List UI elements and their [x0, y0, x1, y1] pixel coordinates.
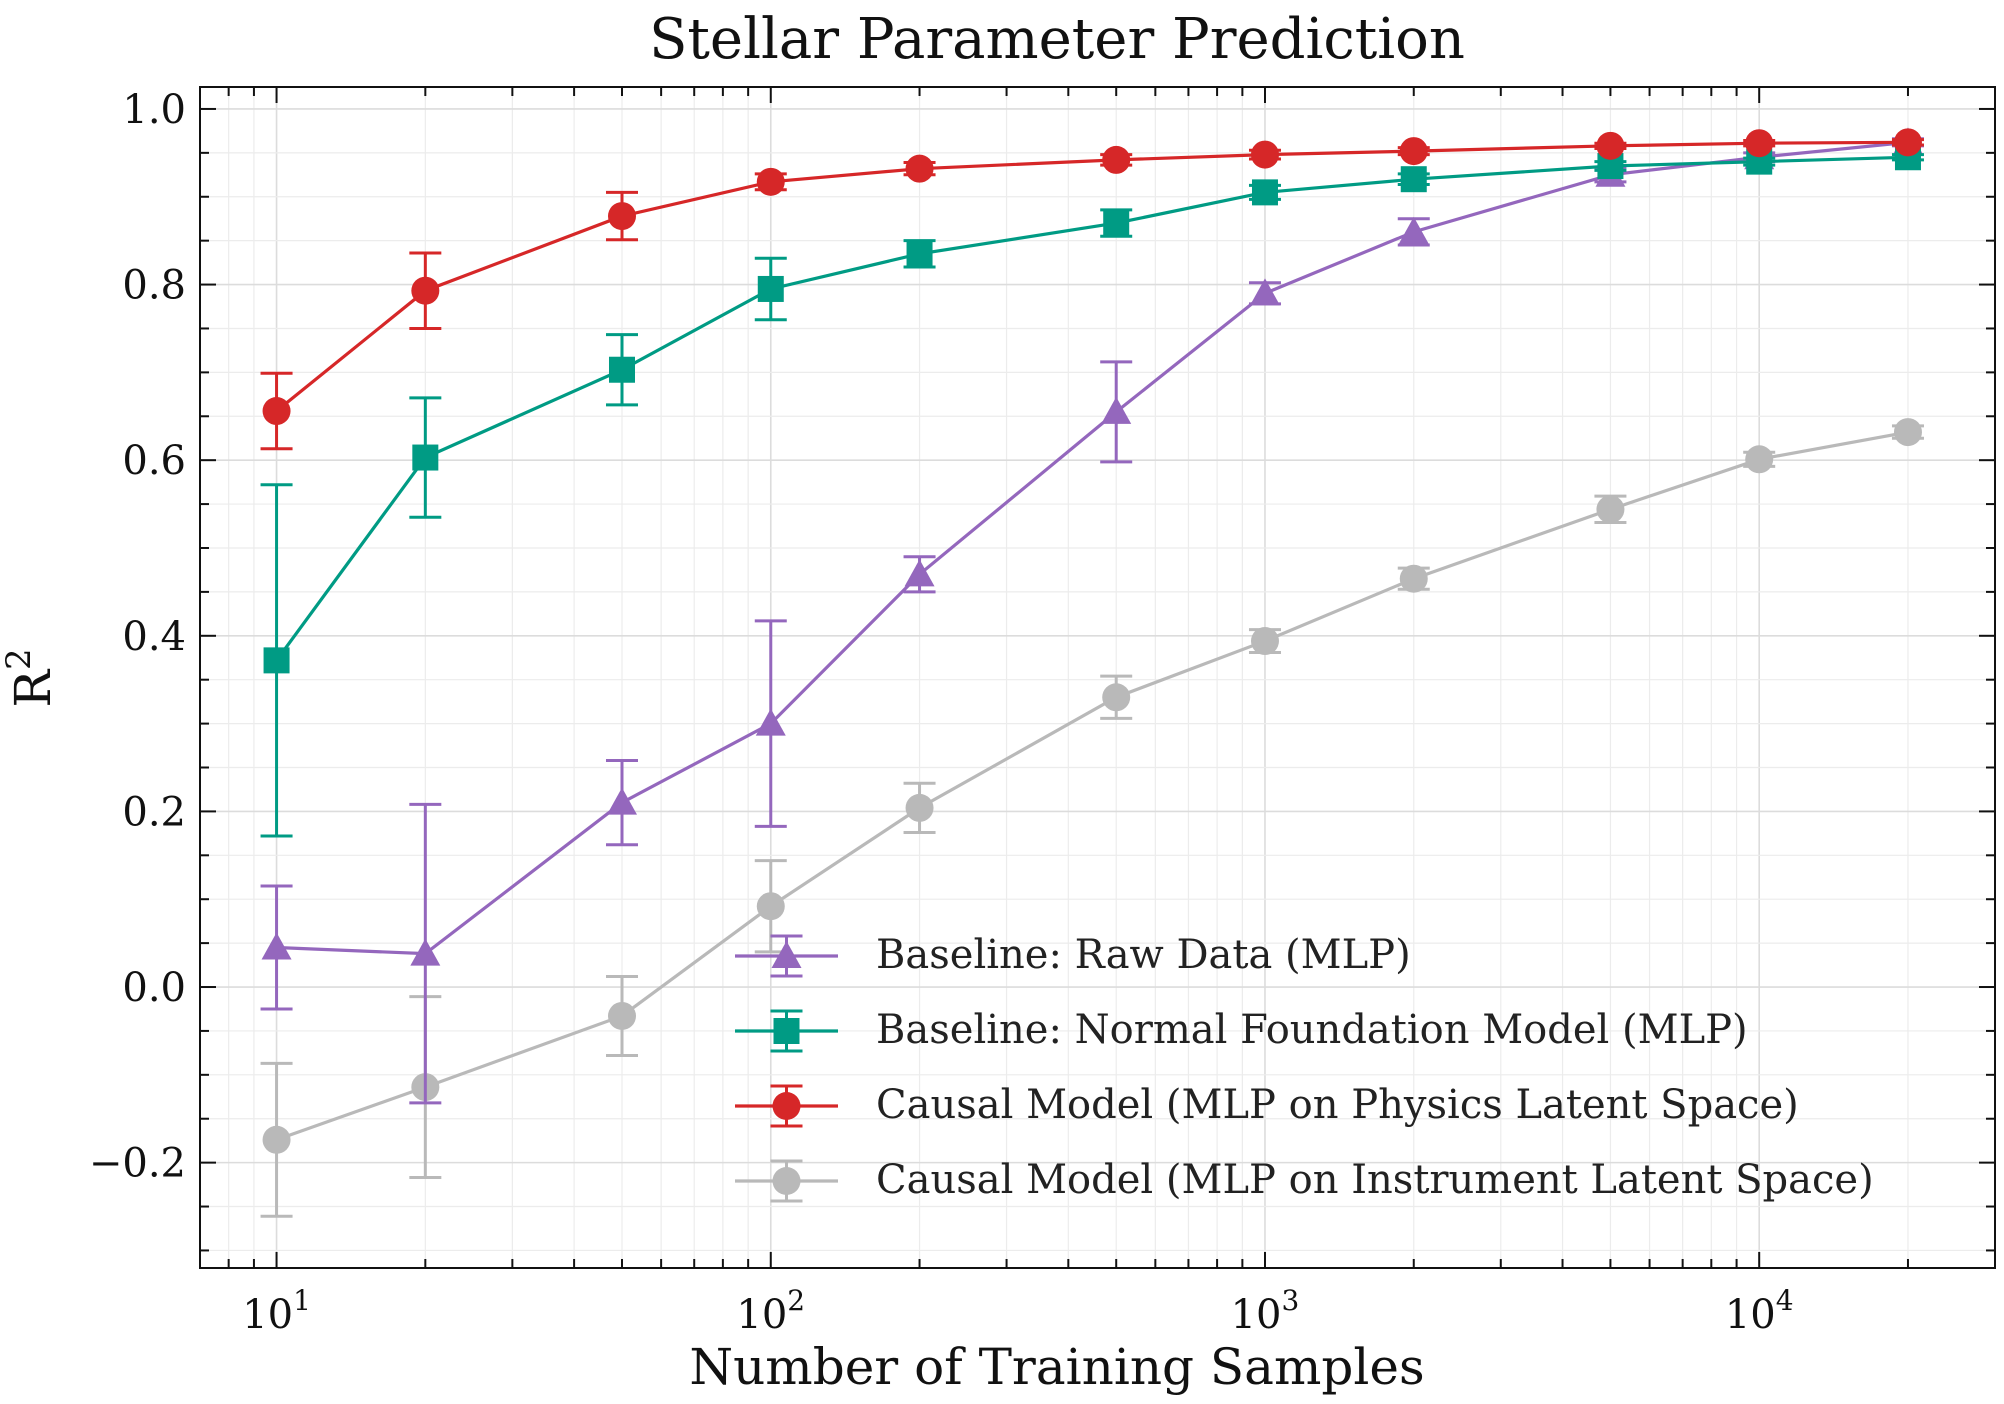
data-point: [1596, 131, 1625, 160]
legend-marker: [771, 941, 802, 968]
x-tick-label: 102: [736, 1284, 805, 1338]
data-point: [905, 154, 934, 183]
data-point: [263, 647, 290, 674]
data-point: [755, 708, 786, 736]
data-point: [1249, 278, 1280, 306]
x-tick-label: 101: [242, 1284, 311, 1338]
data-point: [1893, 128, 1922, 157]
y-axis-label: R2: [0, 648, 62, 707]
data-point: [411, 276, 440, 305]
data-point: [262, 1125, 291, 1154]
y-tick-label: 1.0: [122, 87, 186, 133]
tick-labels: −0.2 0.0 0.2 0.4 0.6 0.8 1.0 101 102 103 104: [89, 87, 1794, 1338]
x-tick-label: 103: [1231, 1284, 1300, 1338]
data-point: [904, 559, 935, 587]
legend-label: Baseline: Raw Data (MLP): [876, 932, 1411, 978]
series-1: [260, 144, 1924, 838]
data-point: [607, 1001, 636, 1030]
y-axis-label-superscript: 2: [0, 648, 39, 670]
legend-label: Causal Model (MLP on Instrument Latent S…: [876, 1157, 1874, 1203]
data-point: [607, 202, 636, 231]
data-point: [1745, 129, 1774, 158]
data-point: [1102, 683, 1131, 712]
data-point: [756, 892, 785, 921]
y-tick-label: 0.2: [122, 789, 186, 835]
plot-frame: [199, 86, 1996, 1269]
y-tick-label: 0.8: [122, 263, 186, 309]
series-layer: [260, 127, 1924, 1218]
series-2: [260, 128, 1924, 451]
data-point: [1399, 137, 1428, 166]
data-point: [1101, 396, 1132, 424]
data-point: [1251, 179, 1278, 206]
legend-marker: [773, 1018, 800, 1044]
legend-marker: [772, 1092, 801, 1120]
tick-marks: [199, 87, 1996, 1268]
data-point: [262, 397, 291, 426]
legend-marker: [772, 1167, 801, 1195]
data-point: [1399, 564, 1428, 593]
data-point: [1103, 210, 1130, 237]
x-tick-label: 104: [1725, 1284, 1794, 1338]
legend-label: Baseline: Normal Foundation Model (MLP): [876, 1007, 1748, 1053]
data-point: [608, 356, 635, 383]
y-axis-label-base: R: [4, 669, 62, 708]
legend-label: Causal Model (MLP on Physics Latent Spac…: [876, 1082, 1799, 1128]
data-point: [756, 167, 785, 196]
data-point: [1596, 495, 1625, 524]
data-point: [1745, 445, 1774, 474]
data-point: [1250, 627, 1279, 656]
svg-text:R2: R2: [0, 648, 62, 707]
legend: Baseline: Raw Data (MLP) Baseline: Normal…: [735, 932, 1874, 1203]
data-point: [905, 793, 934, 822]
data-point: [1893, 418, 1922, 447]
data-point: [1250, 140, 1279, 169]
data-point: [606, 787, 637, 815]
data-point: [1102, 145, 1131, 174]
x-axis-label: Number of Training Samples: [689, 1338, 1424, 1396]
data-point: [261, 932, 292, 960]
data-point: [412, 444, 439, 471]
chart-title: Stellar Parameter Prediction: [649, 7, 1465, 72]
y-tick-label: 0.4: [122, 614, 186, 660]
data-point: [757, 275, 784, 302]
data-point: [410, 938, 441, 966]
data-point: [906, 240, 933, 267]
y-tick-label: −0.2: [89, 1141, 186, 1187]
y-tick-label: 0.0: [122, 965, 186, 1011]
grid: [199, 87, 1996, 1268]
data-point: [1398, 216, 1429, 244]
data-point: [1400, 166, 1427, 193]
y-tick-label: 0.6: [122, 438, 186, 484]
